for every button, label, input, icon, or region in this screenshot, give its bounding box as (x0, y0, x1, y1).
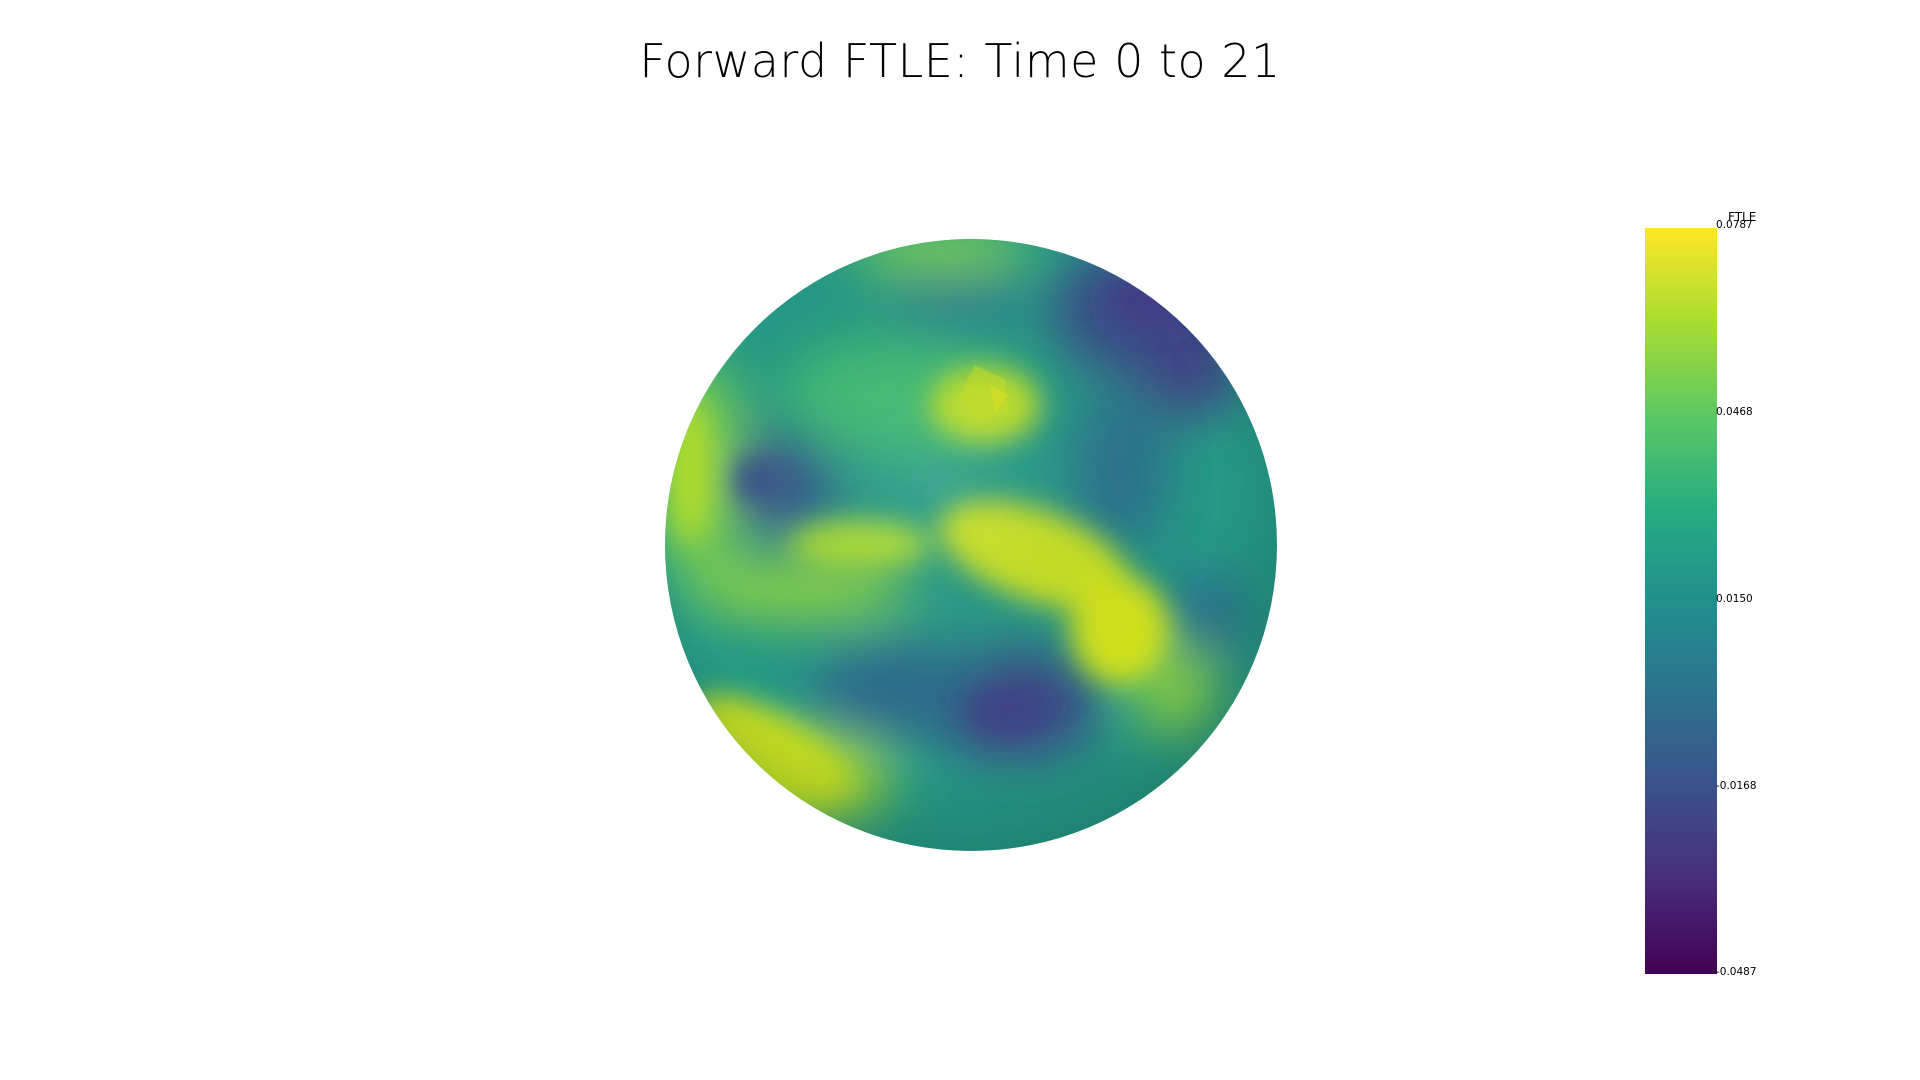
colorbar-tick-min: -0.0487 (1716, 966, 1757, 978)
plot-title: Forward FTLE: Time 0 to 21 (639, 34, 1281, 88)
colorbar-tick-3: 0.0150 (1716, 593, 1753, 605)
colorbar-tick-max: 0.0787 (1716, 219, 1753, 231)
colorbar-tick-4: -0.0168 (1716, 780, 1757, 792)
colorbar-gradient (1645, 228, 1717, 974)
colorbar-tick-2: 0.0468 (1716, 406, 1753, 418)
colorbar-title: FTLE (1728, 210, 1757, 224)
ftle-sphere (665, 239, 1277, 851)
